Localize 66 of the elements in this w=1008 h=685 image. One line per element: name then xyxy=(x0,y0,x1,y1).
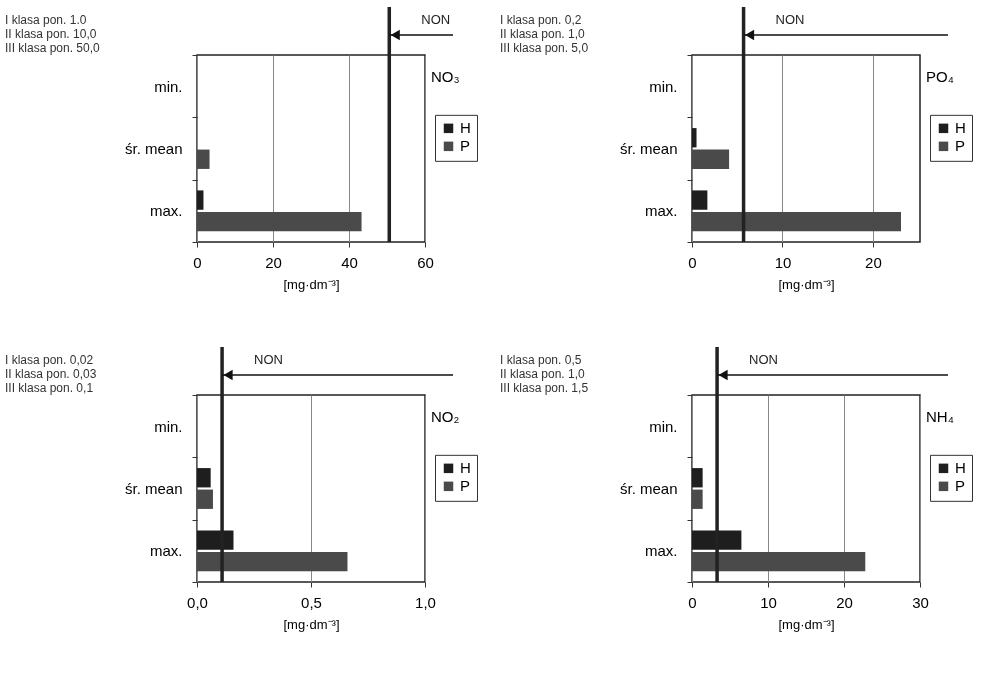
x-axis-title: [mg·dm⁻³] xyxy=(283,616,340,632)
legend-label: P xyxy=(955,137,966,155)
ref-line-label: NON xyxy=(749,352,778,367)
y-tick-label: śr. mean xyxy=(124,140,183,157)
y-tick-label: max. xyxy=(149,202,183,220)
x-tick-label: 0 xyxy=(688,253,697,271)
bar xyxy=(692,551,866,572)
x-axis-title: [mg·dm⁻³] xyxy=(778,276,835,292)
legend-label: H xyxy=(955,119,966,137)
text: I klasa pon. 0,5 xyxy=(500,353,582,367)
y-tick-label: max. xyxy=(644,202,678,220)
y-tick-label: min. xyxy=(649,77,678,95)
legend-label: P xyxy=(460,477,471,495)
y-tick-label: max. xyxy=(149,542,183,560)
x-tick-label: 40 xyxy=(341,253,358,271)
text: III klasa pon. 5,0 xyxy=(500,41,589,55)
text: I klasa pon. 0,02 xyxy=(5,353,94,367)
y-tick-label: śr. mean xyxy=(619,140,678,157)
text: NO₂ xyxy=(431,408,460,425)
bar xyxy=(692,211,901,232)
text: II klasa pon. 1,0 xyxy=(500,27,586,41)
x-axis-title: [mg·dm⁻³] xyxy=(778,616,835,632)
ref-line-label: NON xyxy=(421,12,451,27)
bar xyxy=(197,211,362,232)
x-tick-label: 30 xyxy=(912,593,929,611)
legend-label: H xyxy=(460,459,471,477)
bar xyxy=(197,551,348,572)
text: I klasa pon. 0,2 xyxy=(500,13,582,27)
text: II klasa pon. 1,0 xyxy=(500,367,586,381)
x-tick-label: 20 xyxy=(865,253,882,271)
x-tick-label: 0,0 xyxy=(187,593,208,611)
y-tick-label: min. xyxy=(154,417,183,435)
x-tick-label: 20 xyxy=(265,253,282,271)
legend-label: P xyxy=(460,137,471,155)
legend-label: H xyxy=(955,459,966,477)
y-tick-label: śr. mean xyxy=(124,480,183,497)
x-tick-label: 1,0 xyxy=(415,593,436,611)
bar xyxy=(692,149,730,169)
text: III klasa pon. 50,0 xyxy=(5,41,101,55)
ref-line-label: NON xyxy=(254,352,283,367)
legend-label: P xyxy=(955,477,966,495)
bar xyxy=(197,489,213,509)
text: PO₄ xyxy=(926,68,954,85)
x-tick-label: 20 xyxy=(836,593,853,611)
y-tick-label: śr. mean xyxy=(619,480,678,497)
bar xyxy=(692,489,703,509)
x-tick-label: 10 xyxy=(760,593,777,611)
text: I klasa pon. 1.0 xyxy=(5,13,87,27)
y-tick-label: min. xyxy=(649,417,678,435)
x-tick-label: 0 xyxy=(193,253,202,271)
y-tick-label: max. xyxy=(644,542,678,560)
y-tick-label: min. xyxy=(154,77,183,95)
x-tick-label: 10 xyxy=(774,253,792,271)
text: II klasa pon. 10,0 xyxy=(5,27,97,41)
text: III klasa pon. 1,5 xyxy=(500,381,589,395)
text: II klasa pon. 0,03 xyxy=(5,367,97,381)
text: NH₄ xyxy=(926,408,954,425)
bar xyxy=(197,149,210,169)
x-tick-label: 0 xyxy=(688,593,697,611)
text: NO₃ xyxy=(431,68,460,85)
legend-label: H xyxy=(460,119,471,137)
x-axis-title: [mg·dm⁻³] xyxy=(283,276,340,292)
x-tick-label: 0,5 xyxy=(301,593,322,611)
ref-line-label: NON xyxy=(775,12,805,27)
x-tick-label: 60 xyxy=(417,253,434,271)
text: III klasa pon. 0,1 xyxy=(5,381,94,395)
